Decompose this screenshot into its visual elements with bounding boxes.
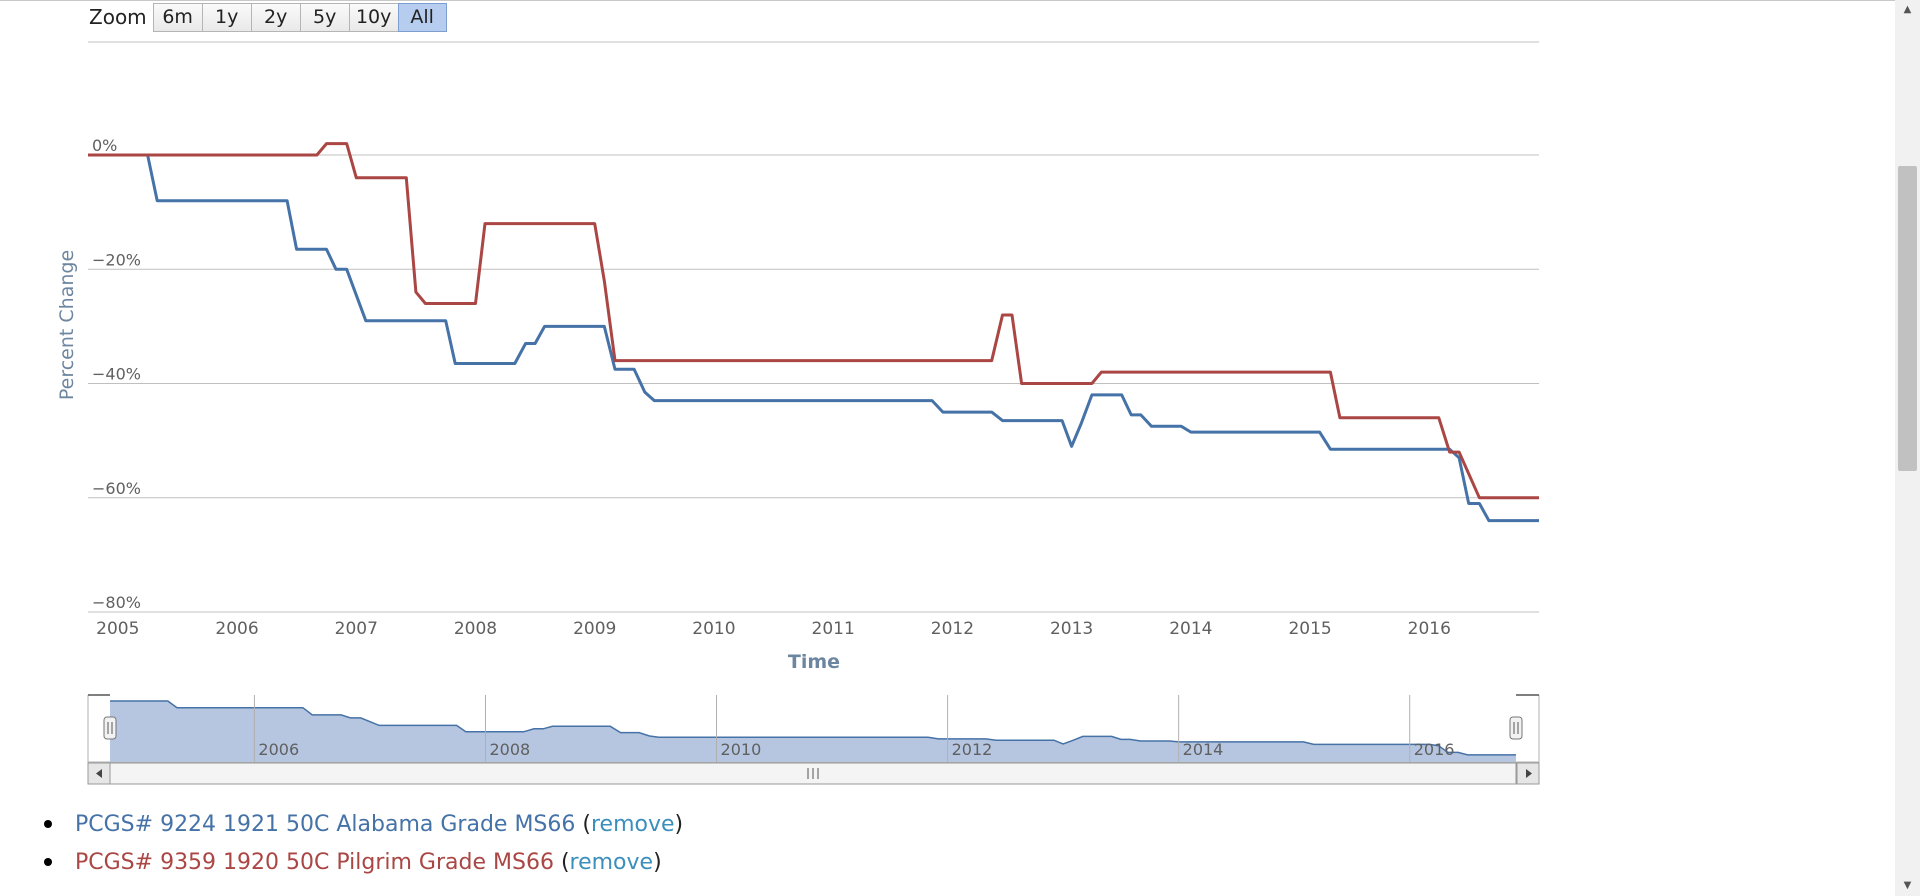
y-tick-label: −40%	[92, 365, 141, 384]
navigator-area	[110, 701, 1516, 762]
chevron-right-icon	[1526, 769, 1532, 778]
y-tick-label: 0%	[92, 136, 117, 155]
series-2-line	[88, 142, 1539, 500]
top-border	[0, 0, 1920, 1]
scroll-down-icon[interactable]: ▼	[1903, 880, 1912, 891]
x-tick-label: 2007	[335, 619, 378, 639]
y-axis-title: Percent Change	[56, 250, 78, 400]
paren-open: (	[575, 811, 591, 837]
y-tick-label: −80%	[92, 593, 141, 612]
navigator-right-handle[interactable]	[1509, 716, 1523, 740]
zoom-1y-button[interactable]: 1y	[201, 2, 251, 32]
remove-series-2-link[interactable]: remove	[569, 849, 654, 875]
line-chart: 0%−20%−40%−60%−80% 2005 2006 2007 2008 2009 2…	[56, 41, 1540, 785]
x-tick-label: 2006	[215, 619, 258, 639]
series-1-label[interactable]: PCGS# 9224 1921 50C Alabama Grade MS66	[75, 811, 576, 837]
zoom-bar: Zoom 6m 1y 2y 5y 10y All	[89, 2, 447, 32]
series-2-label[interactable]: PCGS# 9359 1920 50C Pilgrim Grade MS66	[75, 849, 554, 875]
list-item: PCGS# 9224 1921 50C Alabama Grade MS66 (…	[44, 805, 683, 843]
y-tick-label: −20%	[92, 250, 141, 269]
x-tick-label: 2015	[1288, 619, 1331, 639]
navigator-tick-label: 2014	[1183, 740, 1224, 759]
bullet-icon	[44, 858, 52, 866]
list-item: PCGS# 9359 1920 50C Pilgrim Grade MS66 (…	[44, 843, 683, 881]
page-scrollbar[interactable]: ▲ ▼	[1895, 0, 1920, 896]
series-list: PCGS# 9224 1921 50C Alabama Grade MS66 (…	[44, 805, 683, 881]
y-tick-labels: 0% −20% −40% −60% −80%	[92, 136, 141, 612]
zoom-5y-button[interactable]: 5y	[299, 2, 349, 32]
handle-body	[103, 716, 117, 740]
navigator-tick-label: 2010	[721, 740, 762, 759]
grid-lines	[88, 154, 1539, 613]
zoom-all-button[interactable]: All	[397, 2, 447, 32]
navigator-tick-label: 2016	[1414, 740, 1455, 759]
navigator-tick-label: 2008	[489, 740, 530, 759]
bullet-icon	[44, 820, 52, 828]
scrollbar-thumb[interactable]	[1898, 166, 1917, 471]
zoom-2y-button[interactable]: 2y	[250, 2, 300, 32]
x-axis-title: Time	[788, 651, 840, 673]
x-tick-label: 2014	[1169, 619, 1212, 639]
paren-close: )	[674, 811, 684, 837]
navigator-tick-label: 2012	[952, 740, 993, 759]
zoom-10y-button[interactable]: 10y	[348, 2, 398, 32]
navigator: 2006 2008 2010 2012 2014 2016	[87, 694, 1540, 785]
x-tick-labels: 2005 2006 2007 2008 2009 2010 2011 2012 2013 2014…	[96, 619, 1451, 639]
navigator-tick-label: 2006	[258, 740, 299, 759]
scroll-up-icon[interactable]: ▲	[1903, 4, 1912, 15]
paren-close: )	[653, 849, 662, 875]
x-tick-label: 2011	[812, 619, 855, 639]
paren-open: (	[553, 849, 570, 875]
series-lines	[88, 142, 1539, 523]
zoom-label: Zoom	[89, 5, 147, 29]
handle-body	[1509, 716, 1523, 740]
x-tick-label: 2010	[692, 619, 735, 639]
x-tick-label: 2012	[931, 619, 974, 639]
navigator-line	[110, 700, 1516, 756]
y-tick-label: −60%	[92, 479, 141, 498]
navigator-scrollbar	[87, 762, 1540, 785]
zoom-6m-button[interactable]: 6m	[152, 2, 202, 32]
x-tick-label: 2009	[573, 619, 616, 639]
chevron-left-icon	[96, 769, 102, 778]
remove-series-1-link[interactable]: remove	[590, 811, 675, 837]
x-tick-label: 2008	[454, 619, 497, 639]
x-tick-label: 2005	[96, 619, 139, 639]
x-tick-label: 2013	[1050, 619, 1093, 639]
x-tick-label: 2016	[1408, 619, 1451, 639]
series-1-line	[88, 153, 1539, 523]
navigator-left-handle[interactable]	[103, 716, 117, 740]
